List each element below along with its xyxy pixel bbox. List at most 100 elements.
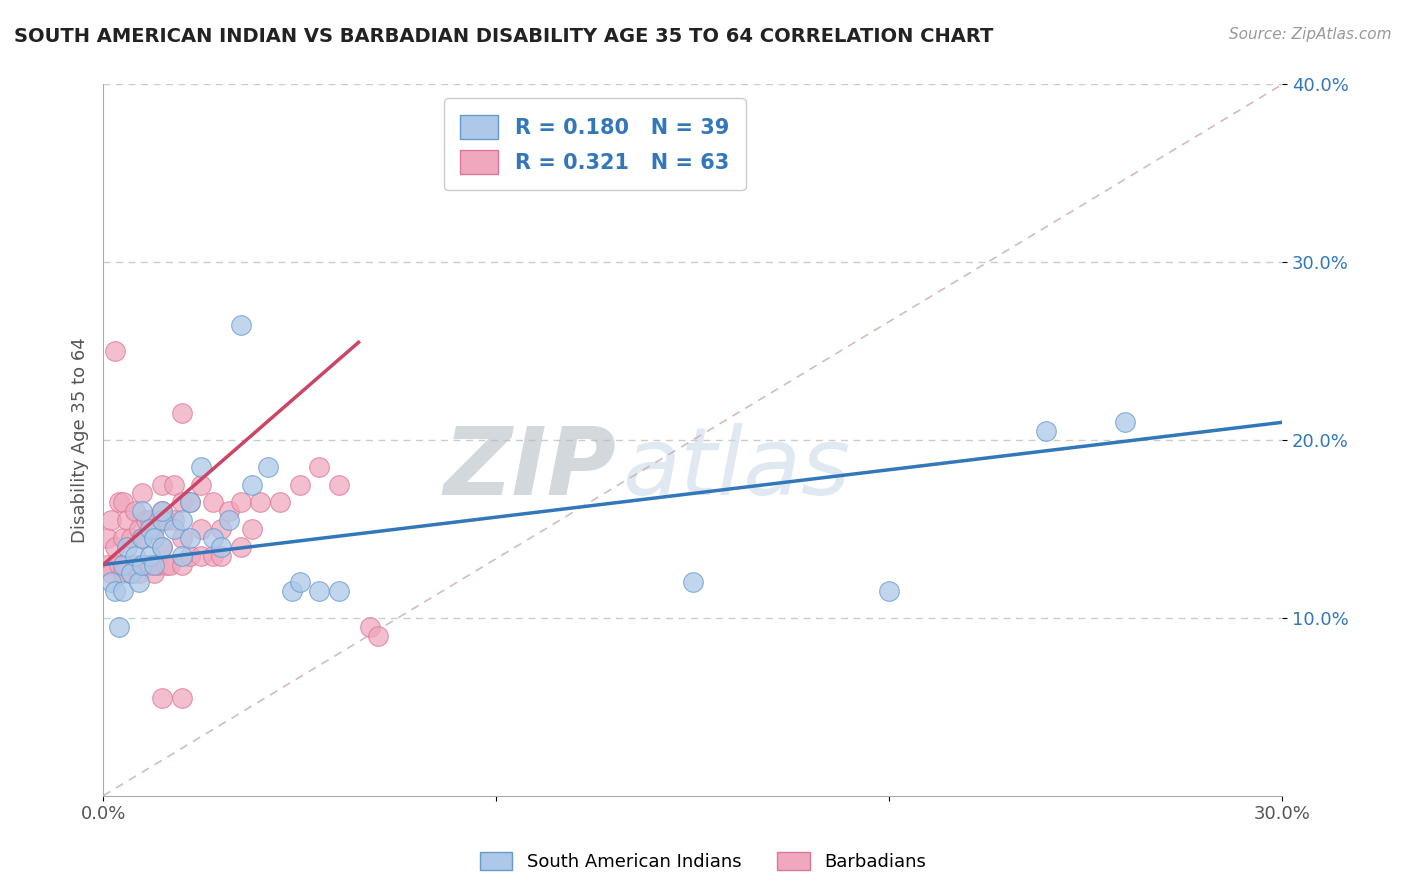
Point (170, 406, 193, 420)
Point (202, 531, 225, 545)
Point (96, 531, 118, 545)
Point (135, 513, 157, 527)
Point (131, 531, 153, 545)
Point (150, 504, 173, 518)
Point (139, 549, 162, 563)
Point (877, 584, 900, 599)
Point (359, 620, 381, 634)
Point (120, 531, 142, 545)
Point (150, 540, 173, 554)
Point (150, 513, 173, 527)
Point (128, 566, 150, 581)
Point (131, 504, 153, 518)
Point (120, 566, 142, 581)
Point (328, 477, 350, 491)
Point (682, 575, 704, 590)
Point (100, 566, 122, 581)
Point (190, 522, 212, 536)
Point (131, 486, 153, 500)
Point (202, 549, 225, 563)
Point (139, 558, 162, 572)
Point (143, 531, 166, 545)
Point (179, 495, 201, 509)
Point (170, 549, 193, 563)
Point (308, 584, 330, 599)
Point (111, 584, 134, 599)
Point (1035, 424, 1057, 438)
Point (135, 558, 157, 572)
Point (242, 522, 264, 536)
Point (139, 513, 162, 527)
Point (146, 558, 169, 572)
Point (170, 531, 193, 545)
Point (108, 558, 131, 572)
Point (229, 495, 252, 509)
Point (179, 531, 201, 545)
Point (179, 549, 201, 563)
Point (281, 584, 304, 599)
Point (159, 558, 181, 572)
Point (115, 513, 138, 527)
Point (139, 522, 162, 536)
Point (163, 513, 186, 527)
Point (108, 495, 131, 509)
Point (120, 566, 142, 581)
Point (190, 549, 212, 563)
Point (131, 558, 153, 572)
Point (1114, 415, 1136, 429)
Point (143, 566, 166, 581)
Point (100, 575, 122, 590)
Point (170, 690, 193, 705)
Point (229, 540, 252, 554)
Point (179, 495, 201, 509)
Legend: South American Indians, Barbadians: South American Indians, Barbadians (472, 845, 934, 879)
Point (242, 477, 264, 491)
Point (104, 540, 127, 554)
Point (170, 558, 193, 572)
Point (104, 584, 127, 599)
Point (155, 513, 177, 527)
Text: Source: ZipAtlas.com: Source: ZipAtlas.com (1229, 27, 1392, 42)
Point (115, 558, 138, 572)
Point (163, 477, 186, 491)
Point (131, 531, 153, 545)
Point (150, 504, 173, 518)
Point (124, 549, 146, 563)
Point (111, 558, 134, 572)
Point (96, 558, 118, 572)
Point (163, 522, 186, 536)
Point (288, 477, 311, 491)
Point (111, 531, 134, 545)
Point (108, 620, 131, 634)
Point (150, 477, 173, 491)
Point (218, 513, 240, 527)
Y-axis label: Disability Age 35 to 64: Disability Age 35 to 64 (72, 337, 89, 543)
Point (190, 477, 212, 491)
Point (288, 575, 311, 590)
Point (229, 318, 252, 332)
Point (128, 575, 150, 590)
Point (128, 522, 150, 536)
Point (131, 558, 153, 572)
Point (257, 459, 280, 474)
Point (100, 513, 122, 527)
Point (190, 459, 212, 474)
Point (124, 558, 146, 572)
Point (115, 540, 138, 554)
Point (249, 495, 271, 509)
Point (209, 522, 232, 536)
Point (155, 558, 177, 572)
Point (202, 495, 225, 509)
Point (143, 522, 166, 536)
Point (143, 558, 166, 572)
Point (308, 459, 330, 474)
Point (111, 566, 134, 581)
Point (170, 513, 193, 527)
Point (150, 690, 173, 705)
Text: SOUTH AMERICAN INDIAN VS BARBADIAN DISABILITY AGE 35 TO 64 CORRELATION CHART: SOUTH AMERICAN INDIAN VS BARBADIAN DISAB… (14, 27, 994, 45)
Point (124, 504, 146, 518)
Point (269, 495, 291, 509)
Legend: R = 0.180   N = 39, R = 0.321   N = 63: R = 0.180 N = 39, R = 0.321 N = 63 (444, 98, 745, 190)
Point (170, 495, 193, 509)
Point (367, 629, 389, 643)
